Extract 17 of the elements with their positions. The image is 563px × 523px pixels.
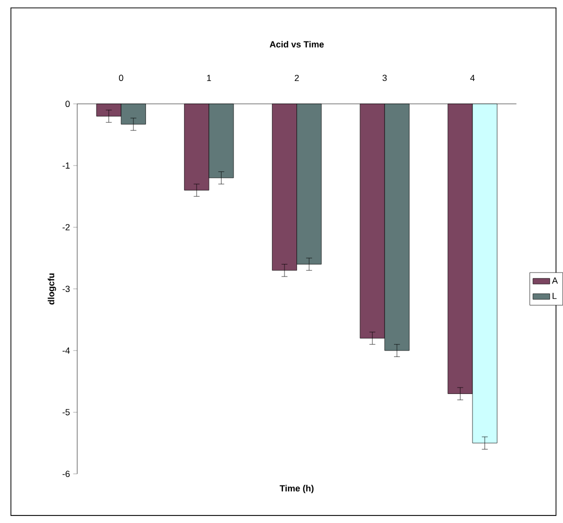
legend-label: A bbox=[552, 277, 558, 284]
y-tick-label: -1 bbox=[62, 162, 70, 168]
y-tick-label: -2 bbox=[62, 224, 70, 230]
y-axis-title: dlogcfu bbox=[48, 273, 56, 304]
x-tick-label: 3 bbox=[382, 74, 387, 81]
x-axis-title: Time (h) bbox=[280, 484, 314, 494]
x-tick-label: 2 bbox=[294, 74, 299, 81]
chart-title: Acid vs Time bbox=[270, 40, 324, 48]
legend-label: L bbox=[552, 292, 557, 299]
y-tick-label: -3 bbox=[62, 286, 70, 292]
x-tick-label: 0 bbox=[118, 74, 124, 81]
y-tick-label: -4 bbox=[62, 347, 70, 354]
x-tick-label: 1 bbox=[207, 74, 211, 81]
x-tick-label: 4 bbox=[470, 74, 475, 81]
y-tick-label: -5 bbox=[62, 408, 70, 416]
y-tick-label: 0 bbox=[65, 100, 70, 107]
y-tick-label: -6 bbox=[62, 470, 70, 477]
